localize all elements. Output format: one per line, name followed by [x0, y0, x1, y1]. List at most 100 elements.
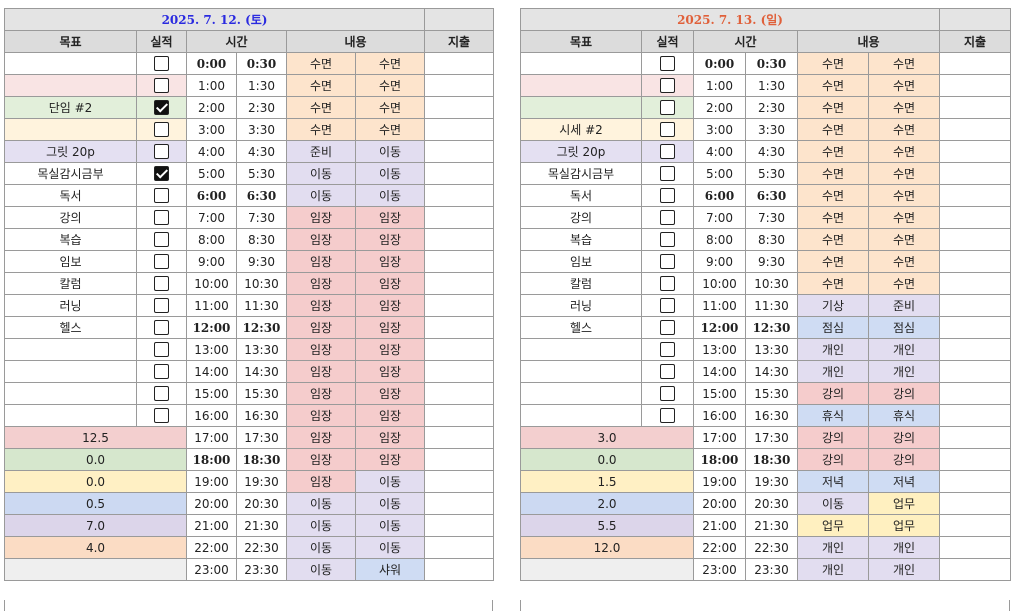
done-cell[interactable] — [136, 360, 187, 383]
expense-cell[interactable] — [939, 360, 1012, 383]
content-cell[interactable]: 업무 — [867, 492, 941, 515]
done-cell[interactable] — [136, 74, 187, 97]
expense-cell[interactable] — [424, 162, 495, 185]
goal-cell[interactable] — [4, 118, 137, 141]
content-cell[interactable]: 이동 — [354, 184, 426, 207]
content-cell[interactable]: 이동 — [286, 162, 356, 185]
goal-cell[interactable]: 단임 #2 — [4, 96, 137, 119]
goal-cell[interactable]: 독서 — [520, 184, 642, 207]
content-cell[interactable]: 임장 — [286, 382, 356, 405]
done-cell[interactable] — [641, 228, 694, 251]
content-cell[interactable]: 수면 — [354, 74, 426, 97]
content-cell[interactable]: 개인 — [867, 338, 941, 361]
done-cell[interactable] — [136, 184, 187, 207]
content-cell[interactable]: 강의 — [867, 382, 941, 405]
expense-cell[interactable] — [424, 536, 495, 559]
checkbox[interactable] — [660, 100, 675, 115]
done-cell[interactable] — [136, 272, 187, 295]
done-cell[interactable] — [136, 118, 187, 141]
expense-cell[interactable] — [939, 316, 1012, 339]
content-cell[interactable]: 이동 — [354, 470, 426, 493]
content-cell[interactable]: 수면 — [797, 184, 869, 207]
done-cell[interactable] — [641, 294, 694, 317]
goal-cell[interactable]: 강의 — [4, 206, 137, 229]
expense-cell[interactable] — [424, 514, 495, 537]
done-cell[interactable] — [641, 162, 694, 185]
checkbox[interactable] — [660, 298, 675, 313]
expense-cell[interactable] — [939, 404, 1012, 427]
content-cell[interactable]: 이동 — [286, 558, 356, 581]
content-cell[interactable]: 점심 — [867, 316, 941, 339]
checkbox[interactable] — [154, 56, 169, 71]
goal-cell[interactable]: 강의 — [520, 206, 642, 229]
content-cell[interactable]: 수면 — [286, 74, 356, 97]
content-cell[interactable]: 임장 — [286, 206, 356, 229]
content-cell[interactable]: 수면 — [797, 52, 869, 75]
expense-cell[interactable] — [424, 250, 495, 273]
goal-cell[interactable]: 독서 — [4, 184, 137, 207]
content-cell[interactable]: 이동 — [286, 536, 356, 559]
content-cell[interactable]: 임장 — [354, 382, 426, 405]
done-cell[interactable] — [136, 382, 187, 405]
content-cell[interactable]: 이동 — [354, 140, 426, 163]
content-cell[interactable]: 수면 — [354, 52, 426, 75]
content-cell[interactable]: 수면 — [797, 250, 869, 273]
checkbox-checked[interactable] — [154, 166, 169, 181]
goal-cell[interactable] — [4, 338, 137, 361]
content-cell[interactable]: 수면 — [867, 118, 941, 141]
done-cell[interactable] — [136, 206, 187, 229]
checkbox[interactable] — [660, 144, 675, 159]
content-cell[interactable]: 이동 — [286, 184, 356, 207]
checkbox[interactable] — [154, 298, 169, 313]
checkbox[interactable] — [154, 276, 169, 291]
content-cell[interactable]: 수면 — [354, 118, 426, 141]
content-cell[interactable]: 수면 — [797, 228, 869, 251]
content-cell[interactable]: 이동 — [354, 492, 426, 515]
goal-cell[interactable]: 그릿 20p — [520, 140, 642, 163]
expense-cell[interactable] — [424, 360, 495, 383]
checkbox[interactable] — [660, 386, 675, 401]
content-cell[interactable]: 저녁 — [797, 470, 869, 493]
done-cell[interactable] — [641, 184, 694, 207]
content-cell[interactable]: 수면 — [286, 52, 356, 75]
expense-cell[interactable] — [939, 206, 1012, 229]
content-cell[interactable]: 휴식 — [797, 404, 869, 427]
content-cell[interactable]: 임장 — [286, 272, 356, 295]
goal-cell[interactable]: 임보 — [4, 250, 137, 273]
content-cell[interactable]: 임장 — [354, 338, 426, 361]
done-cell[interactable] — [641, 360, 694, 383]
expense-cell[interactable] — [939, 74, 1012, 97]
content-cell[interactable]: 수면 — [797, 272, 869, 295]
done-cell[interactable] — [641, 250, 694, 273]
checkbox[interactable] — [660, 364, 675, 379]
done-cell[interactable] — [641, 338, 694, 361]
content-cell[interactable]: 수면 — [867, 96, 941, 119]
expense-cell[interactable] — [424, 96, 495, 119]
checkbox[interactable] — [660, 122, 675, 137]
content-cell[interactable]: 수면 — [797, 74, 869, 97]
content-cell[interactable]: 수면 — [797, 96, 869, 119]
done-cell[interactable] — [136, 228, 187, 251]
done-cell[interactable] — [136, 96, 187, 119]
expense-cell[interactable] — [424, 558, 495, 581]
expense-cell[interactable] — [424, 382, 495, 405]
content-cell[interactable]: 강의 — [797, 448, 869, 471]
goal-cell[interactable] — [4, 74, 137, 97]
content-cell[interactable]: 수면 — [797, 162, 869, 185]
content-cell[interactable]: 임장 — [354, 206, 426, 229]
goal-cell[interactable]: 러닝 — [4, 294, 137, 317]
done-cell[interactable] — [136, 250, 187, 273]
expense-cell[interactable] — [939, 470, 1012, 493]
goal-cell[interactable] — [4, 52, 137, 75]
expense-cell[interactable] — [939, 52, 1012, 75]
checkbox[interactable] — [660, 78, 675, 93]
goal-cell[interactable] — [520, 96, 642, 119]
expense-cell[interactable] — [939, 96, 1012, 119]
goal-cell[interactable]: 목실감시금부 — [4, 162, 137, 185]
content-cell[interactable]: 임장 — [286, 338, 356, 361]
checkbox[interactable] — [154, 320, 169, 335]
content-cell[interactable]: 개인 — [867, 536, 941, 559]
goal-cell[interactable]: 복습 — [4, 228, 137, 251]
content-cell[interactable]: 임장 — [354, 250, 426, 273]
content-cell[interactable]: 강의 — [867, 426, 941, 449]
